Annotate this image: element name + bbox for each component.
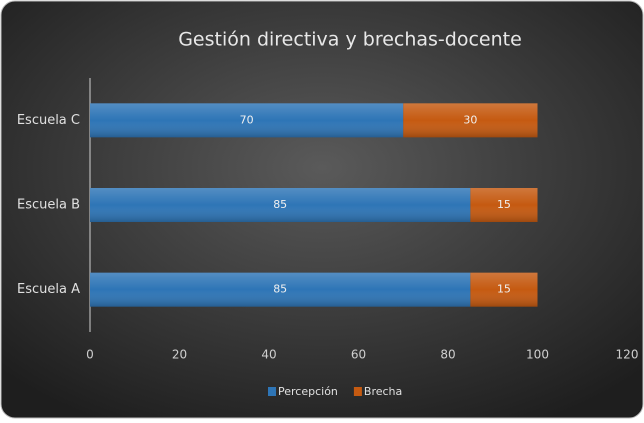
data-label: 85 <box>273 198 287 211</box>
data-label: 85 <box>273 283 287 296</box>
bar-shade <box>90 103 404 138</box>
x-tick-label: 120 <box>616 348 639 362</box>
y-tick-label: Escuela B <box>17 198 80 213</box>
bar-shade <box>470 188 538 222</box>
x-tick-label: 0 <box>86 348 94 362</box>
chart-title: Gestión directiva y brechas-docente <box>178 29 522 51</box>
legend-label: Percepción <box>278 385 338 398</box>
x-tick-label: 20 <box>172 348 187 362</box>
bar-shade <box>90 188 471 222</box>
data-label: 15 <box>497 283 511 296</box>
legend-swatch <box>353 387 362 396</box>
legend-swatch <box>268 387 276 396</box>
x-tick-label: 40 <box>261 348 276 362</box>
bar-shade <box>90 272 471 307</box>
bar-shade <box>403 103 538 138</box>
x-tick-label: 60 <box>351 348 366 362</box>
data-label: 30 <box>463 113 477 126</box>
bar-shade <box>470 272 538 307</box>
data-label: 15 <box>497 198 511 211</box>
data-label: 70 <box>240 113 254 126</box>
x-tick-label: 100 <box>526 348 549 362</box>
legend-label: Brecha <box>364 385 402 398</box>
y-tick-label: Escuela A <box>17 282 80 297</box>
y-tick-label: Escuela C <box>17 113 80 128</box>
x-tick-label: 80 <box>440 348 455 362</box>
